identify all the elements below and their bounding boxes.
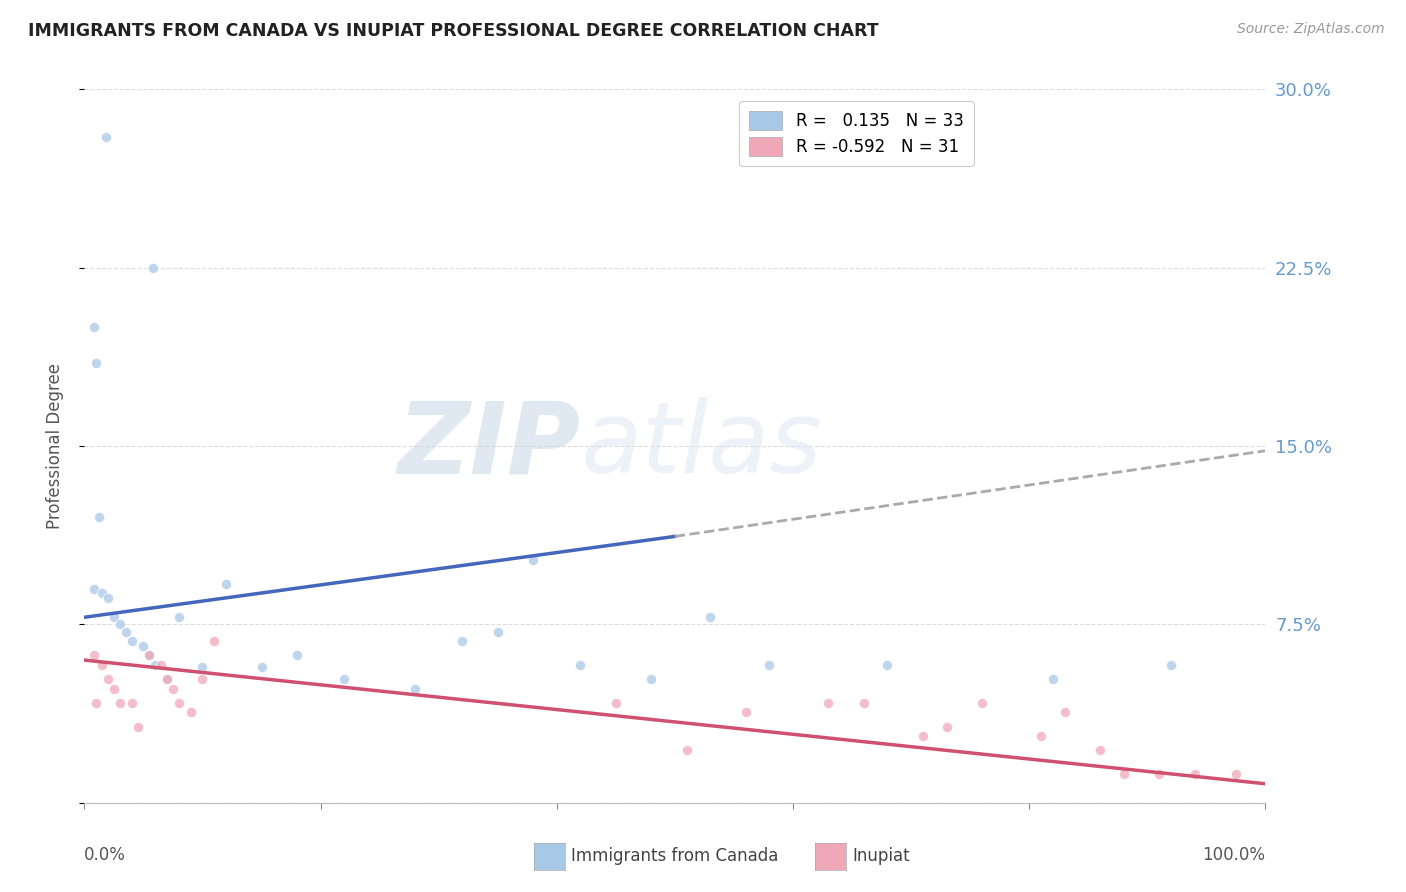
Point (91, 586, 114, 600)
Point (876, 657, 898, 672)
Point (150, 657, 173, 672)
Text: Inupiat: Inupiat (852, 847, 910, 865)
Point (817, 696, 839, 710)
Point (640, 672, 662, 686)
Point (103, 681, 125, 696)
Point (404, 681, 426, 696)
Point (83, 648, 105, 663)
Y-axis label: Professional Degree: Professional Degree (45, 363, 63, 529)
Point (167, 696, 190, 710)
Point (83, 320, 105, 334)
Point (91, 657, 114, 672)
Point (215, 577, 238, 591)
Point (1147, 767, 1170, 781)
Point (87, 510, 110, 524)
Point (1112, 767, 1135, 781)
Point (285, 648, 308, 663)
Point (1184, 767, 1206, 781)
Point (83, 582, 105, 596)
Point (103, 610, 125, 624)
Point (1053, 706, 1076, 720)
Text: ZIP: ZIP (398, 398, 581, 494)
Point (486, 624, 509, 639)
Point (121, 696, 143, 710)
Point (1029, 729, 1052, 743)
Point (108, 617, 131, 632)
Point (1160, 657, 1182, 672)
Point (970, 696, 993, 710)
Point (127, 720, 149, 734)
Point (156, 672, 179, 686)
Point (167, 610, 190, 624)
Point (758, 657, 780, 672)
Text: Immigrants from Canada: Immigrants from Canada (571, 847, 778, 865)
Point (121, 634, 143, 648)
Point (202, 634, 225, 648)
Text: atlas: atlas (581, 398, 823, 494)
Point (142, 260, 165, 275)
Point (1225, 767, 1247, 781)
Point (605, 696, 627, 710)
Point (675, 743, 697, 757)
Text: Source: ZipAtlas.com: Source: ZipAtlas.com (1237, 22, 1385, 37)
Point (250, 660, 273, 674)
Text: IMMIGRANTS FROM CANADA VS INUPIAT PROFESSIONAL DEGREE CORRELATION CHART: IMMIGRANTS FROM CANADA VS INUPIAT PROFES… (28, 22, 879, 40)
Point (108, 696, 131, 710)
Point (114, 624, 136, 639)
Point (84, 356, 107, 370)
Point (162, 681, 184, 696)
Point (569, 657, 592, 672)
Point (97, 672, 120, 686)
Point (132, 639, 155, 653)
Point (97, 591, 120, 606)
Point (699, 610, 721, 624)
Point (1088, 743, 1111, 757)
Text: 100.0%: 100.0% (1202, 846, 1265, 863)
Legend: R =   0.135   N = 33, R = -0.592   N = 31: R = 0.135 N = 33, R = -0.592 N = 31 (740, 101, 973, 166)
Point (333, 672, 356, 686)
Point (180, 706, 202, 720)
Point (451, 634, 474, 648)
Point (1042, 672, 1064, 686)
Point (522, 553, 544, 567)
Point (156, 672, 179, 686)
Point (734, 706, 756, 720)
Point (852, 696, 875, 710)
Point (191, 660, 214, 674)
Text: 0.0%: 0.0% (84, 846, 127, 863)
Point (143, 657, 166, 672)
Point (94, 129, 117, 144)
Point (191, 672, 214, 686)
Point (911, 729, 934, 743)
Point (138, 648, 160, 663)
Point (84, 696, 107, 710)
Point (935, 720, 957, 734)
Point (138, 648, 160, 663)
